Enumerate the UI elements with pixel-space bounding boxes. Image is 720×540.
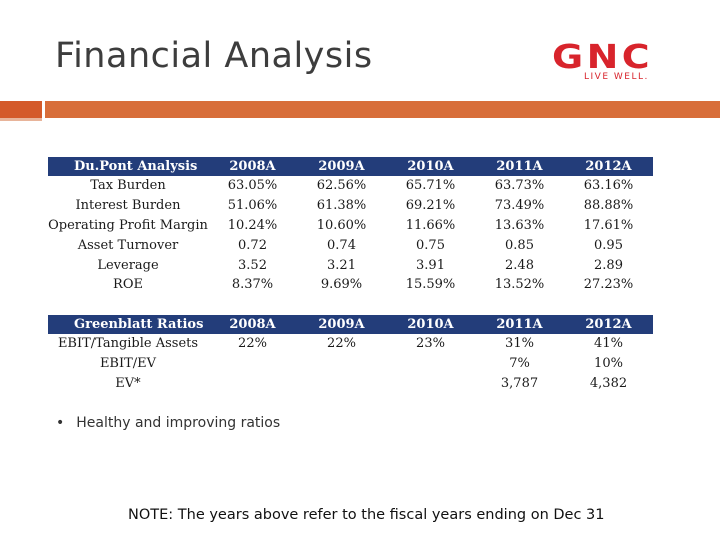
table-row: Interest Burden 51.06% 61.38% 69.21% 73.… [48,196,653,216]
table-cell: 10.60% [316,217,367,233]
table-cell: 41% [594,336,623,352]
table-cell [297,374,386,394]
header-cell: 2009A [297,157,386,176]
table-cell: 3.52 [238,257,267,273]
row-label: EBIT/EV [99,356,157,372]
table-cell: 11.66% [405,217,456,233]
dupont-header-row: Du.Pont Analysis 2008A 2009A 2010A 2011A… [48,157,653,176]
table-cell: 9.69% [320,277,363,293]
table-cell: 0.72 [238,237,267,253]
bullet-text: Healthy and improving ratios [76,415,281,431]
greenblatt-header-row: Greenblatt Ratios 2008A 2009A 2010A 2011… [48,315,653,334]
table-cell [386,374,475,394]
table-cell [208,354,297,374]
row-label: Tax Burden [90,178,166,194]
table-cell: 63.05% [227,178,278,194]
table-cell: 13.52% [494,277,545,293]
bullet-item: • Healthy and improving ratios [56,415,280,431]
table-cell: 13.63% [494,217,545,233]
table-cell: 2.89 [594,257,623,273]
table-row: Tax Burden 63.05% 62.56% 65.71% 63.73% 6… [48,176,653,196]
row-label: Leverage [97,257,159,273]
table-cell: 61.38% [316,198,367,214]
table-row: Asset Turnover 0.72 0.74 0.75 0.85 0.95 [48,235,653,255]
logo-wordmark: GNC [552,37,654,76]
header-cell: 2008A [208,315,297,334]
table-cell: 69.21% [405,198,456,214]
table-cell: 27.23% [583,277,634,293]
table-cell: 62.56% [316,178,367,194]
table-row: Leverage 3.52 3.21 3.91 2.48 2.89 [48,255,653,275]
accent-bar-gap [42,101,45,118]
table-cell: 88.88% [583,198,634,214]
logo-tagline: LIVE WELL. [584,72,649,82]
accent-bar [45,101,720,118]
table-row: Operating Profit Margin 10.24% 10.60% 11… [48,216,653,236]
table-cell: 15.59% [405,277,456,293]
header-cell: Greenblatt Ratios [48,315,208,334]
header-cell: 2012A [564,315,653,334]
header-cell: 2010A [386,315,475,334]
table-cell: 3.91 [416,257,445,273]
slide-title: Financial Analysis [55,36,373,76]
greenblatt-table: Greenblatt Ratios 2008A 2009A 2010A 2011… [48,315,653,393]
header-cell: 2012A [564,157,653,176]
row-label: EV* [115,375,141,391]
row-label: Asset Turnover [77,237,179,253]
table-cell: 65.71% [405,178,456,194]
table-cell: 10.24% [227,217,278,233]
table-cell: 2.48 [505,257,534,273]
header-cell: 2009A [297,315,386,334]
table-cell [208,374,297,394]
header-cell: 2011A [475,157,564,176]
table-cell: 22% [327,336,356,352]
table-cell: 0.74 [327,237,356,253]
row-label: EBIT/Tangible Assets [57,336,199,352]
table-cell [297,354,386,374]
table-row: EBIT/Tangible Assets 22% 22% 23% 31% 41% [48,334,653,354]
table-cell: 51.06% [227,198,278,214]
row-label: ROE [113,277,143,293]
table-cell: 0.85 [505,237,534,253]
table-cell: 3.21 [327,257,356,273]
table-cell: 3,787 [500,375,539,391]
table-cell: 8.37% [231,277,274,293]
row-label: Operating Profit Margin [48,217,208,233]
table-cell: 22% [238,336,267,352]
accent-bar-shadow [0,118,42,121]
header-cell: 2008A [208,157,297,176]
table-row: ROE 8.37% 9.69% 15.59% 13.52% 27.23% [48,275,653,295]
table-cell: 10% [594,356,623,372]
header-cell: Du.Pont Analysis [48,157,208,176]
table-cell: 23% [416,336,445,352]
header-cell: 2011A [475,315,564,334]
table-cell: 4,382 [589,375,628,391]
table-cell: 7% [509,356,530,372]
accent-bar-left [0,101,42,118]
header-cell: 2010A [386,157,475,176]
table-cell: 0.95 [594,237,623,253]
table-cell: 31% [505,336,534,352]
footnote: NOTE: The years above refer to the fisca… [128,507,605,523]
table-cell [386,354,475,374]
table-cell: 63.16% [583,178,634,194]
gnc-logo: GNC LIVE WELL. [552,40,694,84]
dupont-table: Du.Pont Analysis 2008A 2009A 2010A 2011A… [48,157,653,295]
table-row: EV* 3,787 4,382 [48,374,653,394]
table-cell: 73.49% [494,198,545,214]
table-cell: 63.73% [494,178,545,194]
bullet-dot-icon: • [56,415,65,431]
table-cell: 17.61% [583,217,634,233]
row-label: Interest Burden [75,198,181,214]
table-cell: 0.75 [416,237,445,253]
table-row: EBIT/EV 7% 10% [48,354,653,374]
